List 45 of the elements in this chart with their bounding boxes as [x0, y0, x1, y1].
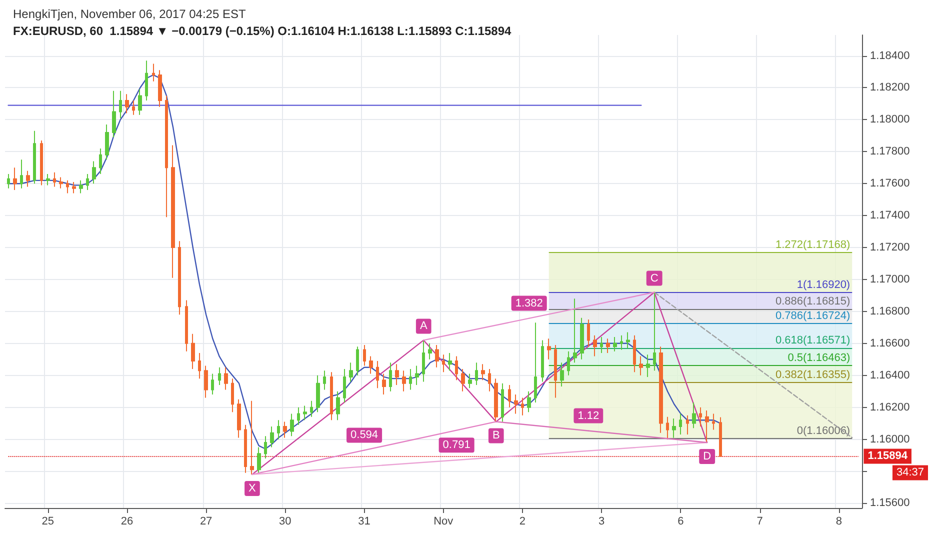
- data-label: B: [492, 430, 500, 442]
- x-tick-label: Nov: [434, 516, 454, 528]
- chart-title: HengkiTjen, November 06, 2017 04:25 EST: [13, 7, 246, 21]
- y-tick-label: 1.17600: [870, 178, 910, 190]
- x-tick-label: 31: [358, 516, 370, 528]
- series-label: 0.594: [350, 429, 378, 442]
- data-label: A: [420, 320, 428, 332]
- y-tick-label: 1.18000: [870, 114, 910, 126]
- x-tick-label: 26: [120, 516, 134, 528]
- y-tick-label: 1.16000: [870, 433, 910, 446]
- x-tick-label: 30: [279, 516, 292, 528]
- y-tick-label: 1.17800: [870, 146, 910, 158]
- x-tick-label: 8: [836, 516, 842, 528]
- x-tick-label: 6: [678, 516, 684, 528]
- data-label: X: [248, 482, 257, 494]
- ref-line-label: 0.786(1.16724): [775, 310, 850, 322]
- text: 34:37: [896, 466, 924, 479]
- ref-line-label: 1.272(1.17168): [775, 239, 850, 252]
- x-tick-label: 25: [42, 516, 54, 528]
- y-tick-label: 1.17000: [870, 273, 910, 286]
- x-tick-label: 3: [598, 516, 605, 528]
- y-tick-label: 1.17200: [870, 242, 910, 254]
- data-label: C: [650, 272, 658, 284]
- x-tick-label: 27: [200, 516, 212, 528]
- y-tick-label: 1.16600: [870, 337, 910, 350]
- ref-line-label: 1.15894: [868, 450, 908, 462]
- y-tick-label: 1.18200: [870, 82, 910, 94]
- data-label: D: [703, 450, 712, 462]
- y-tick-label: 1.15600: [870, 497, 910, 510]
- ref-line-label: 0.886(1.16815): [775, 296, 850, 308]
- y-tick-label: 1.17400: [870, 210, 910, 222]
- y-tick-label: 1.18400: [870, 50, 910, 62]
- ref-line-label: 0.5(1.16463): [788, 352, 850, 364]
- y-tick-label: 1.16400: [870, 369, 910, 382]
- ref-line-label: 0.382(1.16355): [775, 369, 850, 382]
- x-tick-label: 2: [519, 516, 526, 528]
- y-tick-label: 1.16200: [870, 401, 910, 414]
- chart-subtitle: FX:EURUSD, 60 1.15894 ▼ −0.00179 (−0.15%) O:1.16104 H:1.16138 L:1.15893 C:1.15894: [13, 24, 512, 38]
- series-label: 1.12: [578, 410, 600, 422]
- ref-line-label: 0.618(1.16571): [775, 334, 850, 347]
- y-tick-label: 1.16800: [870, 305, 910, 318]
- series-label: 1.382: [515, 297, 543, 310]
- series-label: 0.791: [442, 439, 470, 452]
- x-tick-label: 7: [756, 516, 763, 528]
- ref-line-label: 1(1.16920): [796, 278, 850, 291]
